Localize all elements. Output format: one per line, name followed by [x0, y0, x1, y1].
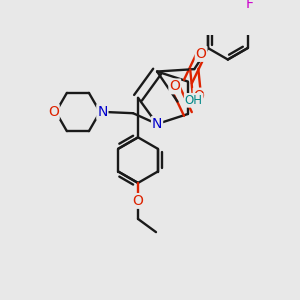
Text: N: N: [97, 105, 108, 119]
Text: F: F: [246, 0, 254, 11]
Text: O: O: [196, 47, 207, 61]
Text: O: O: [48, 105, 59, 119]
Text: O: O: [133, 194, 143, 208]
Text: O: O: [194, 88, 205, 103]
Text: O: O: [169, 80, 180, 93]
Text: OH: OH: [185, 94, 203, 107]
Text: N: N: [152, 117, 162, 131]
